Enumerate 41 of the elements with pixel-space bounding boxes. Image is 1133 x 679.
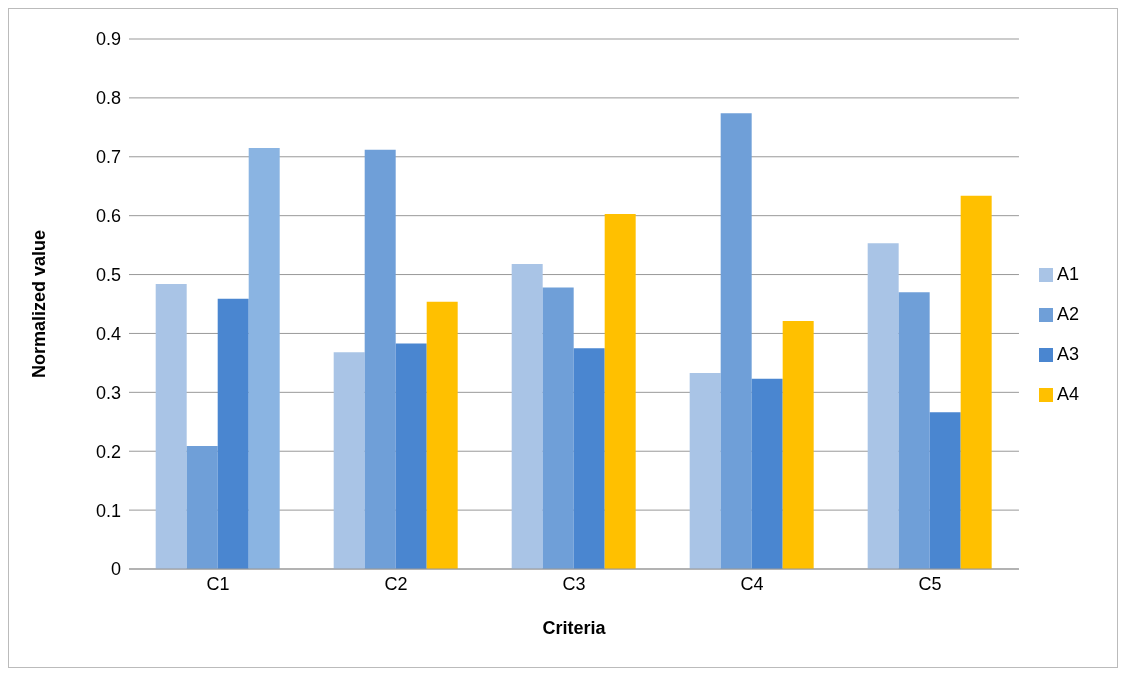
bar <box>217 298 249 569</box>
bar <box>867 243 899 569</box>
x-tick-label: C1 <box>206 573 230 594</box>
bar <box>898 292 930 569</box>
bar <box>186 445 218 569</box>
bar <box>333 352 365 569</box>
y-tick-label: 0.1 <box>95 500 121 521</box>
y-tick-label: 0.5 <box>95 264 121 285</box>
bar <box>604 213 636 569</box>
x-tick-label: C2 <box>384 573 408 594</box>
y-tick-label: 0.6 <box>95 206 121 227</box>
x-tick-label: C5 <box>918 573 942 594</box>
legend-label: A2 <box>1056 304 1079 324</box>
y-tick-label: 0.9 <box>95 29 121 50</box>
legend-label: A1 <box>1056 264 1079 284</box>
y-tick-label: 0.4 <box>95 323 121 344</box>
bar <box>248 147 280 569</box>
x-tick-label: C3 <box>562 573 586 594</box>
legend-label: A4 <box>1056 384 1079 404</box>
y-tick-label: 0.2 <box>95 441 121 462</box>
bar <box>364 149 396 569</box>
y-axis-title: Normalized value <box>29 229 50 379</box>
y-tick-label: 0 <box>110 559 121 580</box>
bar <box>426 301 458 569</box>
bar <box>573 348 605 569</box>
bar <box>751 378 783 569</box>
legend-label: A3 <box>1056 344 1079 364</box>
y-tick-label: 0.3 <box>95 382 121 403</box>
bar <box>960 195 992 569</box>
bar <box>782 321 814 569</box>
bar <box>689 372 721 569</box>
y-tick-label: 0.8 <box>95 88 121 109</box>
bar <box>511 263 543 569</box>
y-tick-label: 0.7 <box>95 147 121 168</box>
bar <box>155 283 187 569</box>
bar <box>395 343 427 569</box>
bar <box>929 412 961 569</box>
bar <box>720 113 752 569</box>
x-axis-title: Criteria <box>542 618 607 638</box>
x-tick-label: C4 <box>740 573 764 594</box>
bar <box>542 287 574 569</box>
